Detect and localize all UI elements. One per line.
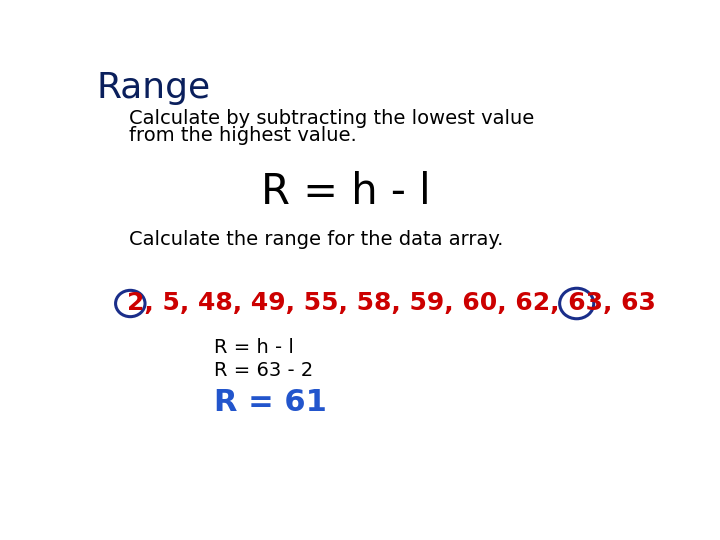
Text: R = h - l: R = h - l [214, 338, 294, 357]
Text: Range: Range [96, 71, 210, 105]
Text: 2, 5, 48, 49, 55, 58, 59, 60, 62, 63, 63: 2, 5, 48, 49, 55, 58, 59, 60, 62, 63, 63 [127, 292, 656, 315]
Text: from the highest value.: from the highest value. [129, 126, 356, 145]
Text: R = h - l: R = h - l [261, 171, 431, 213]
Text: Calculate by subtracting the lowest value: Calculate by subtracting the lowest valu… [129, 110, 534, 129]
Text: R = 61: R = 61 [214, 388, 327, 417]
Text: R = 63 - 2: R = 63 - 2 [214, 361, 313, 380]
Text: Calculate the range for the data array.: Calculate the range for the data array. [129, 231, 503, 249]
